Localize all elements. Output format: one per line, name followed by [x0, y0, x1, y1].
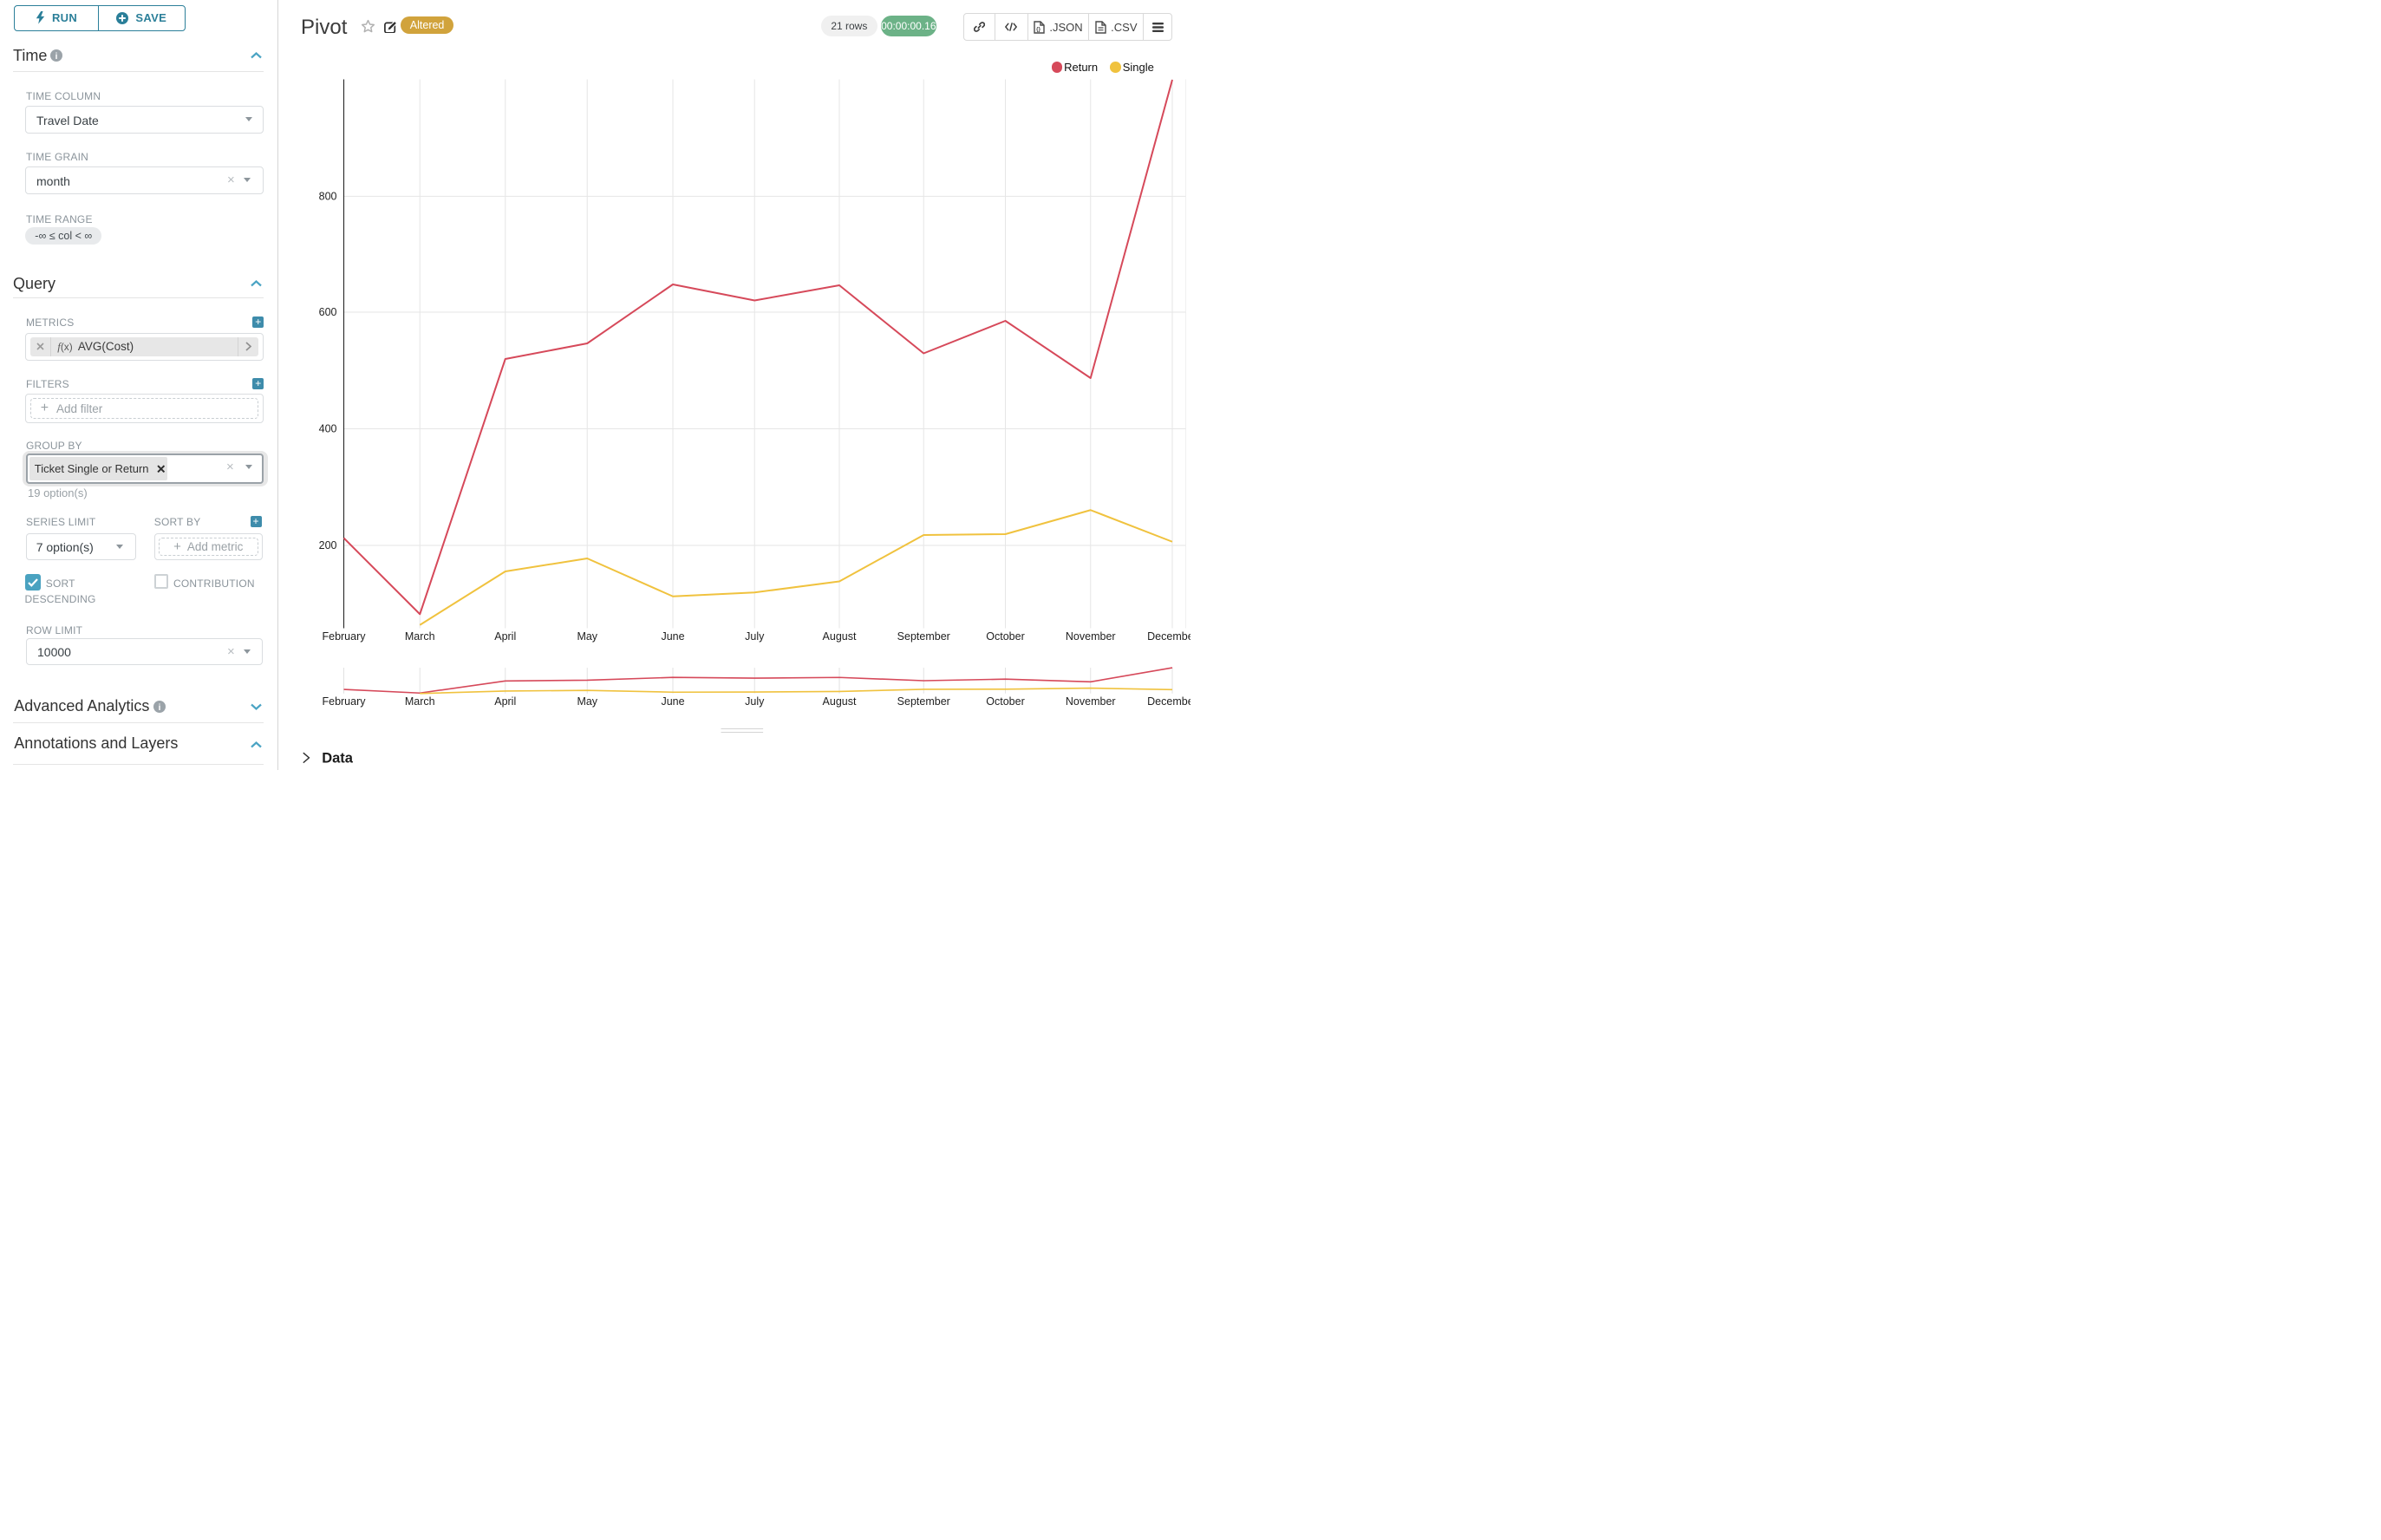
svg-text:{}: {} [1036, 26, 1041, 32]
svg-text:August: August [822, 695, 856, 708]
svg-text:i: i [55, 52, 58, 62]
svg-text:600: 600 [318, 306, 336, 318]
svg-text:200: 200 [318, 539, 336, 551]
svg-text:October: October [986, 695, 1024, 708]
svg-text:June: June [661, 695, 684, 708]
svg-text:December: December [1147, 695, 1190, 708]
svg-text:March: March [404, 695, 434, 708]
svg-text:August: August [822, 630, 856, 643]
svg-text:September: September [897, 695, 949, 708]
svg-text:July: July [745, 630, 765, 643]
svg-text:November: November [1065, 630, 1115, 643]
svg-text:October: October [986, 630, 1024, 643]
svg-text:June: June [661, 630, 684, 643]
svg-text:March: March [404, 630, 434, 643]
svg-text:i: i [159, 703, 161, 713]
svg-text:800: 800 [318, 191, 336, 203]
svg-text:Data: Data [322, 751, 354, 767]
svg-text:April: April [494, 695, 516, 708]
svg-text:September: September [897, 630, 949, 643]
svg-text:November: November [1065, 695, 1115, 708]
svg-text:April: April [494, 630, 516, 643]
svg-text:May: May [577, 630, 597, 643]
svg-text:February: February [322, 695, 366, 708]
svg-text:February: February [322, 630, 366, 643]
svg-text:400: 400 [318, 423, 336, 435]
svg-text:July: July [745, 695, 765, 708]
svg-text:December: December [1147, 630, 1190, 643]
svg-text:May: May [577, 695, 597, 708]
